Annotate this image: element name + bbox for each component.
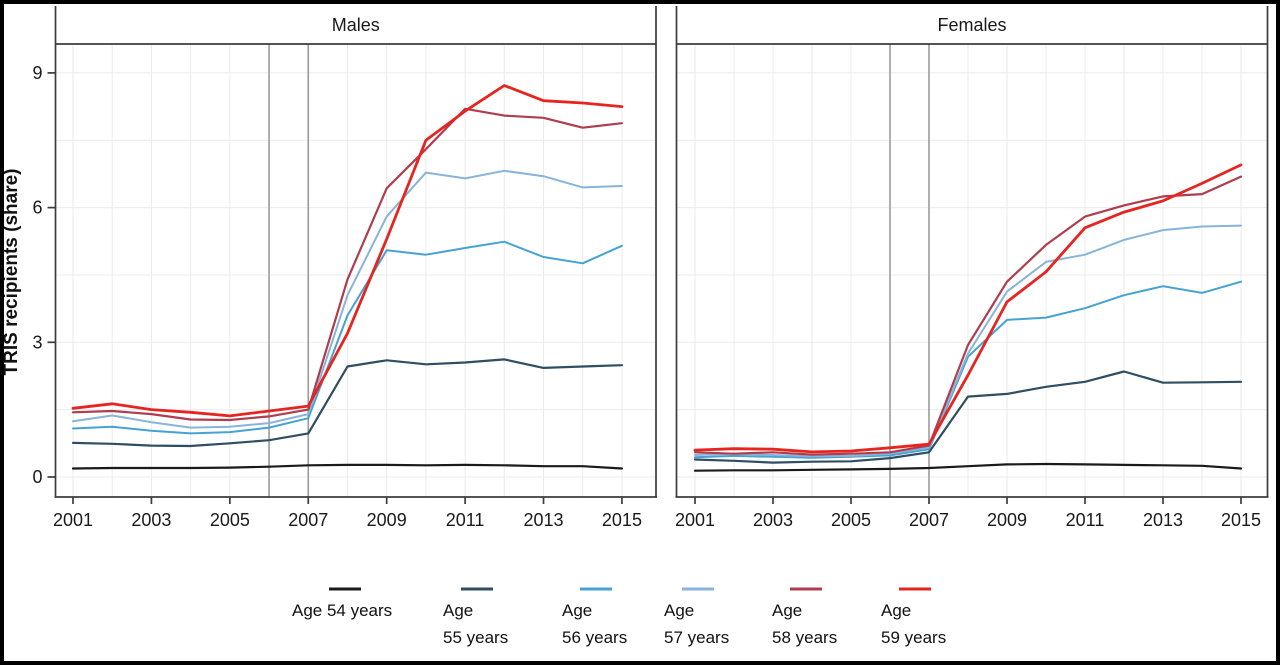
x-tick-label-2009: 2009 — [367, 510, 407, 530]
legend-entry-age-55: Age 55 years — [443, 587, 508, 647]
x-tick-label-2007: 2007 — [288, 510, 328, 530]
facet-title-males: Males — [332, 15, 380, 35]
legend-entry-age-54: Age 54 years — [292, 587, 392, 620]
x-tick-label-2001: 2001 — [53, 510, 93, 530]
x-tick-label-2015: 2015 — [602, 510, 642, 530]
males-line-age-57-years — [72, 169, 623, 429]
x-tick-label-2003: 2003 — [753, 510, 793, 530]
males-line-age-55-years — [71, 358, 624, 448]
females-line-age-56-years — [694, 280, 1242, 459]
x-tick-label-2013: 2013 — [1143, 510, 1183, 530]
x-tick-label-2011: 2011 — [446, 510, 485, 530]
males-panel: Males 2001 2003 2005 2007 2009 2011 2013 2015 0 3 6… — [32, 6, 657, 530]
x-tick-label-2015: 2015 — [1221, 510, 1261, 530]
females-line-age-58-years — [693, 175, 1243, 456]
y-tick-label-9: 9 — [32, 63, 42, 83]
x-tick-label-2001: 2001 — [675, 510, 715, 530]
legend-entry-age-56: Age 56 years — [562, 587, 627, 647]
x-tick-label-2011: 2011 — [1066, 510, 1105, 530]
legend: Age 54 years Age 55 years Age 56 years A… — [292, 587, 946, 647]
legend-entry-age-58: Age 58 years — [772, 587, 837, 647]
legend-entry-age-57: Age 57 years — [664, 587, 729, 647]
females-panel: Females 2001 2003 2005 2007 2009 2011 2013 2015 — [675, 6, 1269, 530]
males-line-age-54-years — [71, 463, 624, 470]
y-tick-label-0: 0 — [32, 467, 42, 487]
females-line-age-57-years — [694, 224, 1242, 458]
x-tick-label-2007: 2007 — [909, 510, 949, 530]
x-tick-label-2003: 2003 — [131, 510, 171, 530]
females-line-age-59-years — [693, 163, 1243, 454]
legend-label-age-58: Age — [772, 601, 802, 620]
legend-label-age-59: Age — [881, 601, 911, 620]
legend-entry-age-59: Age 59 years — [881, 587, 946, 647]
legend-label-age-55: Age — [443, 601, 473, 620]
males-line-age-59-years — [71, 84, 624, 418]
legend-label-age-59-b: 59 years — [881, 628, 946, 647]
x-tick-label-2013: 2013 — [523, 510, 563, 530]
plot-area: Males 2001 2003 2005 2007 2009 2011 2013 2015 0 3 6… — [32, 6, 1269, 530]
legend-label-age-57: Age — [664, 601, 694, 620]
males-line-age-58-years — [71, 107, 624, 422]
legend-label-age-57-b: 57 years — [664, 628, 729, 647]
x-tick-label-2005: 2005 — [831, 510, 871, 530]
tris-recipients-chart: Males 2001 2003 2005 2007 2009 2011 2013 2015 0 3 6… — [4, 6, 1269, 647]
legend-label-age-56: Age — [562, 601, 592, 620]
y-axis-title: TRIS recipients (share) — [4, 169, 22, 376]
legend-label-age-54: Age 54 years — [292, 601, 392, 620]
males-line-age-56-years — [72, 240, 623, 435]
legend-label-age-55-b: 55 years — [443, 628, 508, 647]
legend-label-age-56-b: 56 years — [562, 628, 627, 647]
legend-label-age-58-b: 58 years — [772, 628, 837, 647]
x-tick-label-2005: 2005 — [210, 510, 250, 530]
y-tick-label-6: 6 — [32, 198, 42, 218]
x-tick-label-2009: 2009 — [987, 510, 1027, 530]
females-line-age-55-years — [693, 370, 1243, 464]
females-line-age-54-years — [693, 462, 1243, 472]
facet-title-females: Females — [937, 15, 1006, 35]
y-tick-label-3: 3 — [32, 332, 42, 352]
